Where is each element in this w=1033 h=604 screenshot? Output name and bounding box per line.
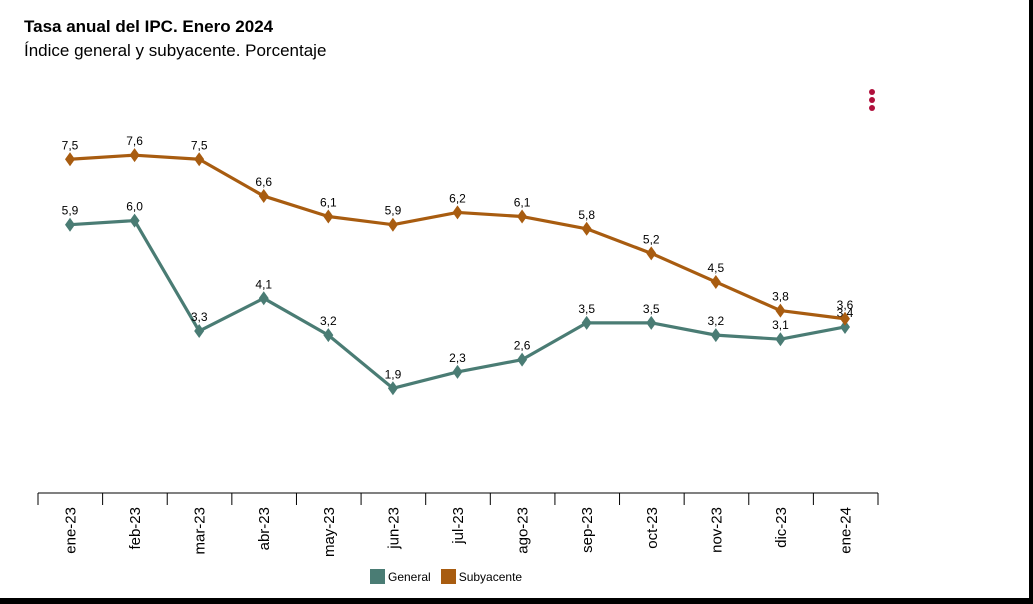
data-point-marker <box>775 303 786 318</box>
x-tick-label: ago-23 <box>515 507 532 554</box>
data-label: 3,5 <box>643 302 660 316</box>
data-label: 3,1 <box>772 318 789 332</box>
legend-swatch-general <box>370 569 385 584</box>
x-tick-label: jul-23 <box>450 507 467 545</box>
data-point-marker <box>840 319 850 334</box>
x-tick-label: ene-23 <box>62 507 79 554</box>
data-label: 2,6 <box>514 339 531 353</box>
data-label: 1,9 <box>385 367 402 381</box>
series-line-subyacente <box>69 153 846 321</box>
data-label: 6,2 <box>449 191 466 205</box>
x-tick-label: ene-24 <box>838 507 855 554</box>
data-point-marker <box>387 217 398 232</box>
data-point-marker <box>452 364 463 379</box>
data-point-marker <box>646 246 657 261</box>
data-label: 2,3 <box>449 351 466 365</box>
x-tick-label: oct-23 <box>644 507 661 549</box>
data-point-marker <box>840 311 850 326</box>
x-tick-label: dic-23 <box>773 507 790 548</box>
x-tick-label: mar-23 <box>192 507 209 555</box>
menu-dot <box>869 97 875 103</box>
data-point-marker <box>129 213 140 228</box>
x-tick-label: jun-23 <box>385 507 402 550</box>
data-point-marker <box>65 217 75 232</box>
x-tick-label: nov-23 <box>708 507 725 553</box>
x-tick-label: abr-23 <box>256 507 273 550</box>
data-label: 3,8 <box>772 290 789 304</box>
data-point-marker <box>194 324 205 339</box>
data-label: 3,2 <box>320 314 337 328</box>
data-label: 3,2 <box>707 314 724 328</box>
x-tick-label: may-23 <box>321 507 338 557</box>
chart-subtitle: Índice general y subyacente. Porcentaje <box>24 41 327 60</box>
data-label: 6,0 <box>126 200 143 214</box>
data-label: 4,1 <box>255 277 272 291</box>
data-point-marker <box>129 148 140 163</box>
data-label: 3,5 <box>578 302 595 316</box>
data-point-marker <box>517 352 528 367</box>
data-point-marker <box>710 328 721 343</box>
data-label: 6,1 <box>514 196 531 210</box>
data-point-marker <box>323 209 334 224</box>
data-point-marker <box>65 152 75 167</box>
data-label: 5,9 <box>62 204 79 218</box>
data-point-marker <box>194 152 205 167</box>
data-point-marker <box>517 209 528 224</box>
data-label: 5,9 <box>385 204 402 218</box>
data-point-marker <box>581 221 592 236</box>
vertical-dots-icon[interactable] <box>866 88 878 112</box>
data-point-marker <box>581 315 592 330</box>
data-point-marker <box>258 189 269 204</box>
data-label: 6,6 <box>255 175 272 189</box>
data-point-marker <box>775 332 786 347</box>
data-label: 3,3 <box>191 310 208 324</box>
data-label: 4,5 <box>707 261 724 275</box>
legend-swatch-subyacente <box>440 569 456 584</box>
data-label: 7,5 <box>62 138 79 152</box>
data-point-marker <box>646 315 657 330</box>
legend: General Subyacente <box>370 569 522 584</box>
legend-item-general[interactable]: General <box>370 569 431 584</box>
data-label: 5,2 <box>643 232 660 246</box>
data-label: 7,5 <box>191 138 208 152</box>
data-label: 7,6 <box>126 134 143 148</box>
x-tick-label: sep-23 <box>579 507 596 553</box>
data-label: 6,1 <box>320 196 337 210</box>
data-label: 3,6 <box>837 298 854 312</box>
legend-label-general: General <box>388 569 431 584</box>
data-point-marker <box>452 205 463 220</box>
legend-label-subyacente: Subyacente <box>458 569 523 584</box>
data-point-marker <box>323 328 334 343</box>
chart-title: Tasa anual del IPC. Enero 2024 <box>24 17 274 36</box>
data-label: 5,8 <box>578 208 595 222</box>
menu-dot <box>869 105 875 111</box>
legend-item-subyacente[interactable]: Subyacente <box>440 569 523 584</box>
data-point-marker <box>258 291 269 306</box>
data-point-marker <box>710 274 721 289</box>
data-point-marker <box>387 381 398 396</box>
x-tick-label: feb-23 <box>127 507 144 550</box>
menu-dot <box>869 89 875 95</box>
